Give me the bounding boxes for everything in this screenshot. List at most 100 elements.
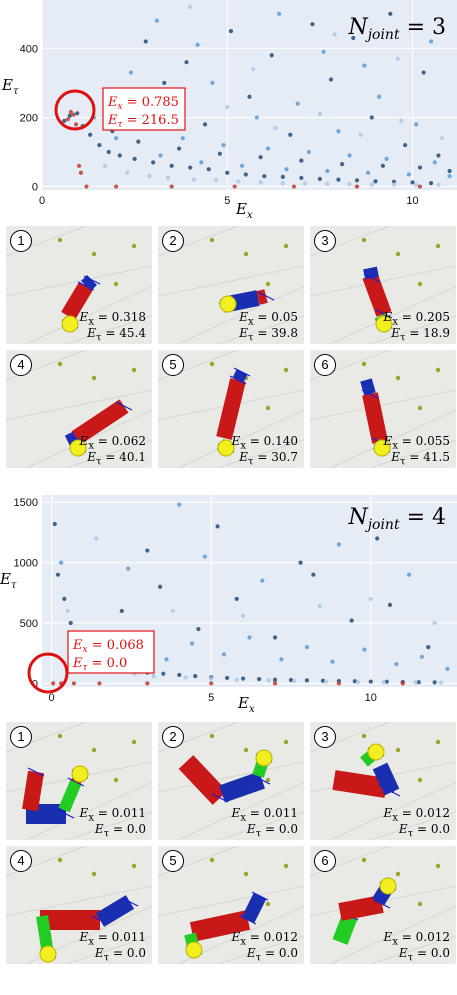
end-effector-ball	[217, 439, 235, 457]
target-dot	[283, 243, 289, 249]
y-tick-label: 400	[20, 43, 38, 55]
robot-link	[95, 895, 135, 927]
data-point	[97, 142, 102, 148]
end-effector-ball	[61, 315, 79, 333]
floor-line	[65, 935, 152, 964]
data-point	[195, 42, 200, 48]
target-dot	[283, 367, 289, 373]
data-point	[354, 184, 360, 189]
data-point	[410, 180, 415, 185]
data-point	[247, 635, 252, 640]
data-point	[188, 4, 193, 10]
target-dot	[209, 361, 215, 367]
data-point	[368, 596, 373, 601]
panel-number: 2	[162, 230, 184, 252]
data-point	[114, 136, 119, 141]
y-tick-label: 0	[32, 182, 38, 194]
end-effector-ball	[219, 295, 237, 313]
data-point	[325, 168, 330, 174]
data-point	[59, 560, 64, 565]
panel-et: Eτ = 0.0	[246, 822, 298, 840]
data-point	[214, 178, 219, 183]
data-point	[432, 160, 437, 165]
floor-line	[65, 811, 152, 840]
panel-et: Eτ = 0.0	[94, 822, 146, 840]
data-point	[132, 156, 137, 162]
target-dot	[209, 857, 215, 863]
data-point	[55, 572, 61, 577]
target-dot	[361, 237, 367, 243]
data-point	[234, 596, 239, 601]
floor-line	[177, 781, 304, 840]
data-point	[189, 641, 195, 646]
data-point	[209, 676, 214, 681]
target-dot	[131, 863, 137, 869]
data-point	[394, 661, 399, 667]
data-point	[419, 654, 424, 659]
data-point	[225, 170, 230, 175]
data-point	[362, 647, 367, 652]
target-dot	[361, 857, 367, 863]
data-point	[206, 167, 211, 172]
target-dot	[243, 747, 249, 753]
floor-line	[177, 409, 304, 468]
data-point	[373, 179, 378, 184]
panel-et: Eτ = 0.0	[398, 822, 450, 840]
data-point	[325, 181, 330, 186]
data-point	[51, 681, 56, 686]
target-dot	[265, 405, 271, 411]
data-point	[71, 681, 77, 686]
data-point	[247, 94, 252, 99]
data-point	[221, 142, 226, 148]
data-point	[272, 677, 278, 682]
panel-ex: Ex = 0.205	[383, 310, 450, 328]
data-point	[321, 49, 326, 54]
robot-pose-panel: 1 Ex = 0.011 Eτ = 0.0	[6, 722, 152, 840]
data-point	[387, 602, 393, 607]
data-point	[400, 681, 405, 686]
data-point	[336, 681, 341, 686]
data-point	[196, 626, 201, 632]
data-point	[428, 180, 434, 186]
joint-axis	[361, 389, 379, 399]
data-point	[284, 167, 289, 172]
data-point	[414, 122, 419, 127]
floor-line	[369, 811, 456, 840]
data-point	[154, 18, 159, 23]
robot-render	[310, 350, 456, 468]
floor-line	[6, 885, 152, 917]
data-point	[232, 184, 237, 189]
floor-line	[310, 265, 456, 297]
joint-axis	[253, 775, 271, 785]
data-point	[299, 175, 304, 181]
highlight-circle	[27, 652, 69, 694]
robot-render	[158, 226, 304, 344]
robot-pose-panel: 6 Ex = 0.012 Eτ = 0.0	[310, 846, 456, 964]
end-effector-ball	[379, 877, 397, 895]
x-tick-label: 5	[224, 195, 230, 207]
data-point	[347, 153, 352, 158]
robot-link	[71, 399, 129, 445]
end-effector-ball	[185, 941, 203, 959]
robot-pose-panel: 4 Ex = 0.011 Eτ = 0.0	[6, 846, 152, 964]
target-dot	[417, 901, 423, 907]
data-point	[440, 136, 445, 141]
data-point	[145, 681, 150, 686]
robot-link	[64, 431, 80, 449]
x-tick-label: 10	[365, 692, 377, 704]
robot-render	[6, 226, 152, 344]
data-point	[97, 681, 102, 686]
data-point	[68, 620, 73, 626]
data-point	[78, 170, 84, 175]
data-point	[349, 618, 354, 623]
panel-et: Eτ = 39.8	[239, 326, 298, 344]
data-point	[380, 163, 385, 168]
data-point	[254, 115, 260, 120]
data-point	[217, 151, 222, 156]
chart-title: Njoint = 4	[347, 505, 446, 533]
robot-render	[6, 350, 152, 468]
data-point	[151, 674, 156, 679]
y-tick-label: 200	[20, 112, 38, 124]
target-dot	[395, 871, 401, 877]
target-dot	[283, 739, 289, 745]
